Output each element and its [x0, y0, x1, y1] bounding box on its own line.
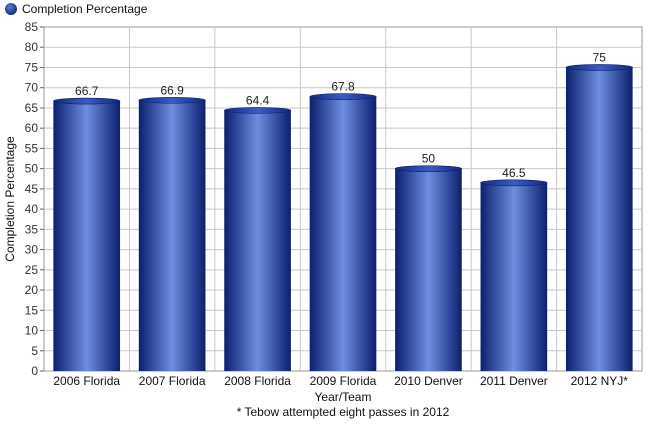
bar-body [309, 96, 377, 372]
data-labels: 66.7 66.9 64.4 67.8 50 46.5 75 [75, 50, 606, 179]
legend: Completion Percentage [5, 2, 148, 16]
bar-body [565, 67, 633, 372]
x-tick-label: 2010 Denver [394, 374, 463, 388]
y-tick-label: 80 [25, 40, 39, 54]
bar-body [53, 101, 121, 371]
bar [394, 165, 463, 371]
footnote: * Tebow attempted eight passes in 2012 [237, 405, 450, 419]
legend-label: Completion Percentage [22, 2, 148, 16]
y-axis-ticks: 0 5 10 15 20 25 30 35 40 45 50 55 60 65 70 75 80 85 [25, 20, 44, 378]
y-tick-label: 0 [31, 364, 38, 378]
y-tick-label: 70 [25, 81, 39, 95]
bar-cap [53, 97, 121, 105]
bars [53, 64, 633, 372]
x-tick-label: 2011 Denver [480, 374, 548, 388]
data-label: 67.8 [331, 80, 355, 94]
data-label: 75 [593, 50, 607, 64]
y-axis-title: Completion Percentage [3, 136, 17, 262]
y-tick-label: 65 [25, 101, 39, 115]
y-tick-label: 85 [25, 20, 39, 34]
bar [223, 107, 292, 371]
bar-body [395, 168, 462, 371]
bar-cap [309, 93, 377, 100]
bar [138, 96, 206, 371]
bar-cap [394, 165, 463, 172]
y-tick-label: 50 [25, 162, 39, 176]
x-tick-label: 2007 Florida [139, 374, 206, 388]
bar-body [480, 182, 548, 371]
x-tick-label: 2006 Florida [53, 374, 120, 388]
y-tick-label: 60 [25, 121, 39, 135]
y-tick-label: 75 [25, 60, 39, 74]
y-tick-label: 25 [25, 263, 39, 277]
y-tick-label: 10 [25, 324, 39, 338]
y-tick-label: 30 [25, 243, 39, 257]
x-tick-label: 2012 NYJ* [571, 374, 629, 388]
y-tick-label: 45 [25, 182, 39, 196]
bar-cap [480, 179, 548, 187]
x-axis-title: Year/Team [315, 390, 372, 404]
y-tick-label: 20 [25, 283, 39, 297]
bar-body [138, 100, 206, 371]
data-label: 66.9 [160, 83, 184, 97]
y-tick-label: 5 [31, 344, 38, 358]
bar [565, 64, 633, 372]
x-tick-label: 2009 Florida [310, 374, 377, 388]
bar-body [224, 110, 291, 371]
bar [53, 97, 121, 371]
data-label: 64.4 [246, 93, 270, 107]
x-axis-ticks: 2006 Florida 2007 Florida 2008 Florida 2009… [53, 374, 628, 388]
legend-marker [5, 3, 17, 15]
bar-cap [138, 96, 206, 104]
y-tick-label: 15 [25, 303, 39, 317]
x-tick-label: 2008 Florida [224, 374, 291, 388]
bar-cap [565, 64, 633, 71]
y-tick-label: 35 [25, 222, 39, 236]
data-label: 46.5 [502, 166, 526, 180]
data-label: 50 [422, 152, 436, 166]
bar [480, 179, 548, 371]
data-label: 66.7 [75, 84, 99, 98]
bar-cap [223, 107, 292, 114]
y-tick-label: 40 [25, 202, 39, 216]
bar [309, 93, 377, 372]
y-tick-label: 55 [25, 141, 39, 155]
